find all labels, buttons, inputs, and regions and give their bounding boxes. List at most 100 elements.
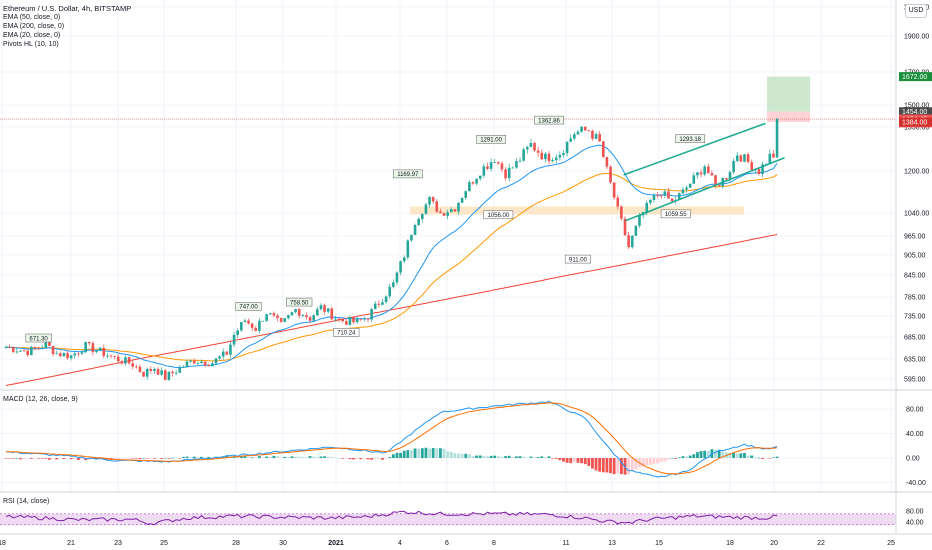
macd-histogram-bar	[384, 458, 388, 459]
macd-pane[interactable]	[0, 390, 896, 492]
candle-body	[431, 197, 435, 202]
rsi-band	[0, 513, 896, 525]
candle-body	[297, 309, 301, 316]
macd-histogram-bar	[764, 458, 768, 459]
candle-body	[421, 213, 424, 219]
candle-body	[630, 235, 634, 248]
macd-title[interactable]: MACD (12, 26, close, 9)	[3, 396, 78, 403]
currency-button[interactable]: USD	[905, 4, 927, 18]
macd-histogram-bar	[489, 455, 493, 458]
macd-histogram-bar	[189, 457, 193, 459]
macd-histogram-bar	[431, 447, 435, 458]
price-tick-label: 905.00	[904, 253, 926, 260]
macd-histogram-bar	[674, 458, 678, 459]
candle-body	[775, 119, 779, 158]
candle-body	[507, 167, 511, 179]
pivot-label: 1362.86	[538, 118, 560, 124]
rsi-title[interactable]: RSI (14, close)	[3, 498, 50, 505]
candle-body	[732, 160, 735, 173]
candle-body	[77, 353, 80, 355]
rsi-legend[interactable]: RSI (14, close)	[3, 497, 49, 506]
candle-body	[127, 357, 131, 364]
candle-body	[551, 160, 554, 162]
candle-body	[442, 213, 446, 216]
candle-body	[171, 371, 174, 374]
macd-histogram-bar	[134, 458, 138, 459]
candle-body	[417, 218, 420, 225]
macd-histogram-bar	[319, 456, 323, 458]
candle-body	[627, 235, 630, 248]
price-tick-label: 635.00	[904, 357, 926, 364]
price-axis[interactable]: 2150.001900.001700.001500.001350.001200.…	[904, 5, 929, 384]
symbol-title[interactable]: Ethereum / U.S. Dollar, 4h, BITSTAMP	[3, 4, 132, 13]
price-tag-box	[899, 72, 932, 82]
support-zone	[410, 206, 744, 215]
pivot-label: 747.00	[239, 305, 258, 311]
pivot-label: 710.24	[337, 331, 356, 337]
price-pane[interactable]: 671.30 747.00 758.50 710.24 1169.97 1291.00 13…	[0, 0, 896, 390]
time-axis[interactable]: 18 21 23 25 28 30 2021 4 6 8 11 13 15 18 20 22 25	[0, 540, 895, 547]
macd-histogram-bar	[652, 458, 656, 464]
pivot-label-box	[564, 254, 592, 264]
macd-histogram-bar	[167, 458, 171, 459]
candle-body	[84, 341, 87, 353]
macd-histogram-bar	[352, 458, 355, 460]
macd-histogram-bar	[247, 457, 250, 459]
macd-histogram-bar	[467, 454, 471, 458]
candle-body	[540, 152, 544, 160]
macd-histogram-bar	[478, 455, 482, 458]
macd-histogram-bar	[366, 458, 370, 460]
macd-histogram-bar	[536, 457, 540, 458]
macd-histogram-bar	[315, 456, 319, 458]
macd-histogram-bar	[728, 452, 732, 458]
macd-histogram-bar	[69, 458, 73, 460]
time-tick-label: 22	[817, 540, 825, 547]
macd-histogram-bar	[612, 458, 616, 475]
macd-histogram-bar	[236, 457, 240, 459]
candle-body	[439, 211, 442, 214]
macd-histogram-bar	[605, 458, 609, 473]
macd-histogram-bar	[402, 450, 406, 458]
indicator-ema50[interactable]: EMA (50, close, 0)	[3, 14, 61, 21]
macd-histogram-bar	[381, 458, 384, 460]
candle-body	[573, 134, 576, 139]
candle-body	[312, 315, 315, 321]
ascending-channel[interactable]	[623, 122, 785, 222]
time-tick-label: 21	[67, 540, 75, 547]
indicator-ema200[interactable]: EMA (200, close, 0)	[3, 23, 65, 30]
macd-legend[interactable]: MACD (12, 26, close, 9)	[3, 395, 78, 404]
candle-body	[547, 153, 551, 162]
candle-body	[189, 360, 192, 362]
candle-body	[51, 346, 55, 355]
candle-body	[91, 343, 95, 353]
candle-body	[486, 166, 489, 169]
candle-body	[663, 191, 667, 196]
macd-histogram-bar	[15, 457, 19, 459]
rsi-pane[interactable]	[0, 510, 896, 526]
candle-body	[48, 342, 51, 347]
candle-body	[250, 323, 254, 328]
macd-histogram-bar	[334, 457, 337, 459]
candle-body	[178, 367, 182, 373]
macd-histogram-bar	[359, 458, 363, 460]
macd-histogram-bar	[29, 458, 33, 459]
macd-histogram-bar	[775, 456, 779, 458]
indicator-pivots[interactable]: Pivots HL (10, 10)	[3, 41, 59, 48]
candle-body	[471, 182, 475, 184]
macd-histogram-bar	[163, 457, 167, 459]
candle-body	[717, 185, 721, 187]
macd-histogram-bar	[258, 456, 261, 458]
macd-histogram-bar	[196, 457, 200, 458]
rsi-axis[interactable]: 80.00 40.00	[906, 509, 924, 527]
macd-histogram-bar	[19, 458, 22, 460]
stop-zone[interactable]	[767, 111, 810, 123]
candle-body	[73, 353, 77, 356]
macd-histogram-bar	[44, 458, 48, 459]
indicator-ema20[interactable]: EMA (20, close, 0)	[3, 32, 61, 39]
ema20-line	[6, 144, 778, 369]
target-zone[interactable]	[767, 76, 810, 112]
candle-body	[699, 172, 703, 175]
macd-axis[interactable]: 80.00 40.00 0.00 -40.00	[906, 407, 926, 488]
candle-body	[746, 154, 750, 163]
